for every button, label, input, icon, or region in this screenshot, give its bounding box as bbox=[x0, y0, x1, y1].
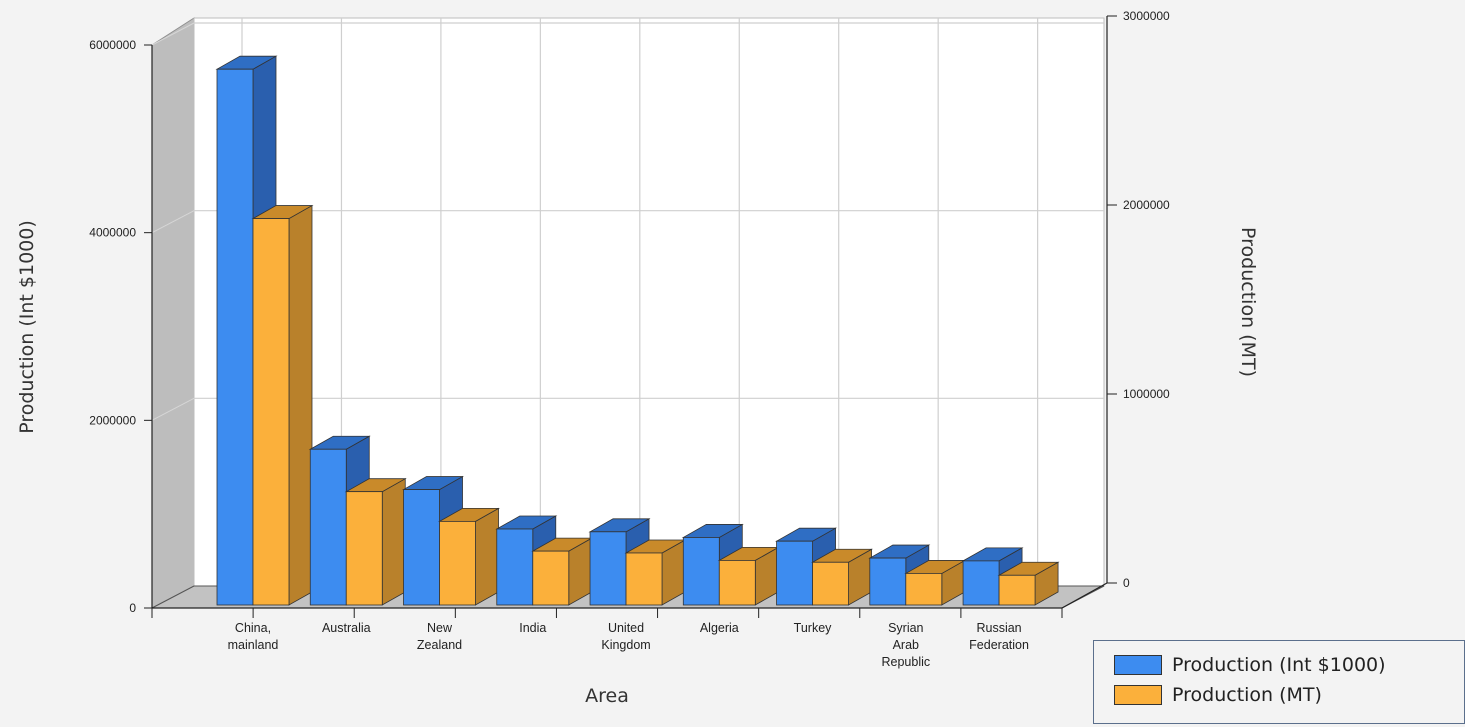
legend-label-series-2: Production (MT) bbox=[1172, 684, 1322, 706]
bar-front bbox=[625, 552, 663, 606]
bar-front bbox=[998, 574, 1036, 606]
category-label-4: United Kingdom bbox=[601, 621, 650, 652]
bar-front bbox=[682, 537, 720, 606]
category-label-line: Algeria bbox=[700, 621, 739, 635]
category-label-line: China, bbox=[235, 621, 271, 635]
legend: Production (Int $1000) Production (MT) bbox=[1093, 640, 1465, 724]
category-label-2: New Zealand bbox=[417, 621, 462, 652]
category-label-6: Turkey bbox=[794, 621, 832, 635]
category-label-line: United bbox=[608, 621, 644, 635]
y-left-tick-label-2: 4000000 bbox=[89, 226, 136, 240]
left-wall-gridline bbox=[151, 22, 195, 46]
bar-front bbox=[812, 561, 849, 606]
category-label-line: Zealand bbox=[417, 638, 462, 652]
category-label-3: India bbox=[519, 621, 546, 635]
y-left-tick-label-0: 0 bbox=[129, 601, 136, 615]
category-label-line: Turkey bbox=[794, 621, 832, 635]
bar-front bbox=[345, 491, 383, 606]
y-right-tick-label-0: 0 bbox=[1123, 576, 1130, 590]
y-left-tick-label-1: 2000000 bbox=[89, 413, 136, 427]
legend-item-series-2: Production (MT) bbox=[1114, 683, 1322, 707]
y-axis-right-title: Production (MT) bbox=[1237, 227, 1259, 377]
bar-front bbox=[532, 550, 570, 606]
bar-front bbox=[496, 528, 534, 606]
category-label-line: India bbox=[519, 621, 546, 635]
bar-side bbox=[288, 204, 313, 606]
legend-swatch-series-1 bbox=[1114, 655, 1162, 675]
bar-front bbox=[403, 489, 440, 606]
bar-front bbox=[718, 560, 756, 606]
y-axis-left-title: Production (Int $1000) bbox=[16, 220, 38, 434]
bar-side bbox=[381, 477, 406, 606]
y-left-tick-label-3: 6000000 bbox=[89, 38, 136, 52]
legend-swatch-series-2 bbox=[1114, 685, 1162, 705]
bar-mt-2 bbox=[437, 507, 501, 606]
category-label-5: Algeria bbox=[700, 621, 739, 635]
bar-mt-7 bbox=[904, 559, 967, 606]
axes bbox=[144, 15, 1117, 618]
bar-mt-1 bbox=[344, 477, 407, 606]
bar-front bbox=[589, 531, 627, 606]
bar-front bbox=[216, 68, 254, 606]
bar-mt-8 bbox=[997, 561, 1060, 606]
bars bbox=[215, 55, 1060, 606]
bar-mt-6 bbox=[811, 548, 874, 606]
category-label-line: Syrian bbox=[888, 621, 923, 635]
category-label-8: Russian Federation bbox=[969, 621, 1029, 652]
labels: China, mainland Australia New Zealand India Un… bbox=[89, 9, 1170, 669]
bar-front bbox=[776, 540, 813, 606]
y-right-tick-label-3: 3000000 bbox=[1123, 9, 1170, 23]
bar-front bbox=[309, 448, 347, 606]
y-right-tick-label-2: 2000000 bbox=[1123, 198, 1170, 212]
category-label-line: Kingdom bbox=[601, 638, 650, 652]
bar-mt-0 bbox=[251, 204, 314, 606]
category-label-line: Australia bbox=[322, 621, 371, 635]
category-label-line: Russian bbox=[976, 621, 1021, 635]
floor-edge-line bbox=[1061, 582, 1108, 609]
bar-front bbox=[905, 573, 943, 606]
category-label-0: China, mainland bbox=[228, 621, 279, 652]
category-label-line: Republic bbox=[881, 655, 930, 669]
category-label-line: New bbox=[427, 621, 453, 635]
left-wall-gridline bbox=[151, 210, 195, 234]
category-label-1: Australia bbox=[322, 621, 371, 635]
bar-mt-4 bbox=[624, 539, 687, 606]
bar-front bbox=[252, 218, 290, 606]
category-label-line: Federation bbox=[969, 638, 1029, 652]
legend-label-series-1: Production (Int $1000) bbox=[1172, 654, 1386, 676]
category-label-7: Syrian Arab Republic bbox=[881, 621, 930, 669]
bar-front bbox=[869, 557, 907, 606]
x-axis-title: Area bbox=[585, 685, 629, 707]
bar-front bbox=[439, 520, 476, 606]
legend-item-series-1: Production (Int $1000) bbox=[1114, 653, 1386, 677]
bar-mt-3 bbox=[531, 537, 594, 606]
category-label-line: Arab bbox=[893, 638, 919, 652]
category-label-line: mainland bbox=[228, 638, 279, 652]
y-right-tick-label-1: 1000000 bbox=[1123, 387, 1170, 401]
left-wall-gridline bbox=[151, 397, 195, 421]
left-wall bbox=[151, 17, 195, 609]
bar-front bbox=[962, 560, 1000, 606]
bar-mt-5 bbox=[717, 546, 780, 606]
bar-side bbox=[475, 507, 499, 606]
